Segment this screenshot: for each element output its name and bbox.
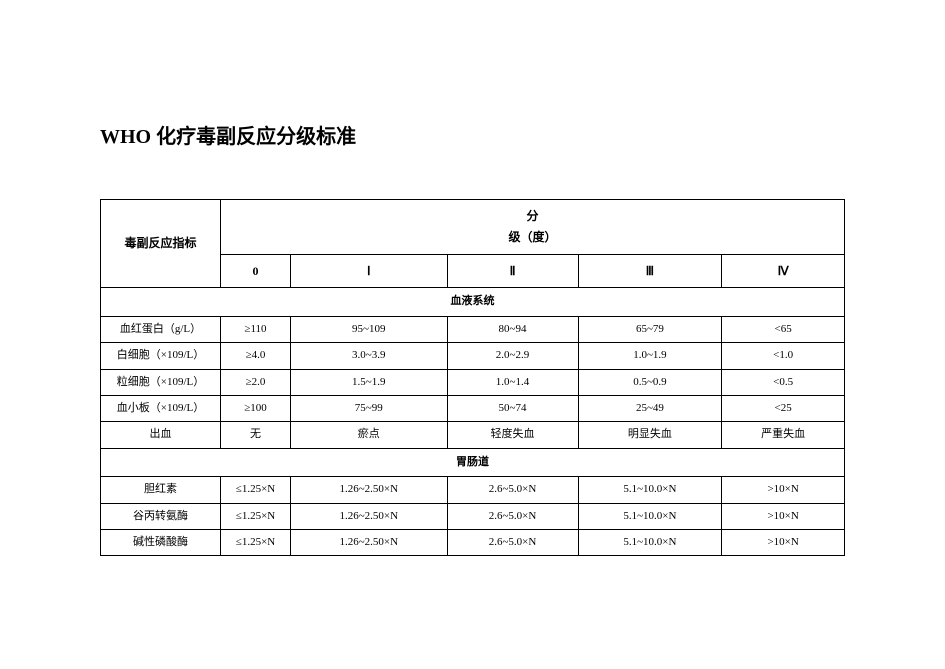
grade-cell: <0.5 xyxy=(722,369,845,395)
grade-cell: <25 xyxy=(722,395,845,421)
grade-cell: ≤1.25×N xyxy=(221,477,291,503)
grade-group-header-line2: 级（度） xyxy=(221,227,845,254)
row-label: 白细胞（×109/L） xyxy=(101,343,221,369)
grading-table: 毒副反应指标 分 级（度） 0 Ⅰ Ⅱ Ⅲ Ⅳ 血液系统血红蛋白（g/L）≥11… xyxy=(100,199,845,556)
table-row: 出血无瘀点轻度失血明显失血严重失血 xyxy=(101,422,845,448)
grade-cell: >10×N xyxy=(722,529,845,555)
row-label: 血小板（×109/L） xyxy=(101,395,221,421)
grade-cell: 2.6~5.0×N xyxy=(447,503,578,529)
grade-4-header: Ⅳ xyxy=(722,254,845,288)
grade-cell: <1.0 xyxy=(722,343,845,369)
grade-cell: 5.1~10.0×N xyxy=(578,503,722,529)
grade-cell: 轻度失血 xyxy=(447,422,578,448)
grade-cell: 0.5~0.9 xyxy=(578,369,722,395)
grade-cell: 2.6~5.0×N xyxy=(447,529,578,555)
row-label: 碱性磷酸酶 xyxy=(101,529,221,555)
grade-3-header: Ⅲ xyxy=(578,254,722,288)
section-header: 胃肠道 xyxy=(101,448,845,476)
table-row: 白细胞（×109/L）≥4.03.0~3.92.0~2.91.0~1.9<1.0 xyxy=(101,343,845,369)
section-header: 血液系统 xyxy=(101,288,845,316)
table-row: 血红蛋白（g/L）≥11095~10980~9465~79<65 xyxy=(101,316,845,342)
grade-cell: 1.26~2.50×N xyxy=(291,529,448,555)
grade-cell: 2.6~5.0×N xyxy=(447,477,578,503)
grade-cell: >10×N xyxy=(722,477,845,503)
grade-cell: ≥2.0 xyxy=(221,369,291,395)
grade-cell: <65 xyxy=(722,316,845,342)
table-row: 碱性磷酸酶≤1.25×N1.26~2.50×N2.6~5.0×N5.1~10.0… xyxy=(101,529,845,555)
grade-cell: ≥100 xyxy=(221,395,291,421)
grade-cell: ≤1.25×N xyxy=(221,503,291,529)
row-label: 胆红素 xyxy=(101,477,221,503)
grade-cell: ≥4.0 xyxy=(221,343,291,369)
grade-cell: 3.0~3.9 xyxy=(291,343,448,369)
table-row: 粒细胞（×109/L）≥2.01.5~1.91.0~1.40.5~0.9<0.5 xyxy=(101,369,845,395)
table-row: 血小板（×109/L）≥10075~9950~7425~49<25 xyxy=(101,395,845,421)
row-label: 谷丙转氨酶 xyxy=(101,503,221,529)
grade-cell: 80~94 xyxy=(447,316,578,342)
grade-cell: >10×N xyxy=(722,503,845,529)
grade-cell: 1.0~1.9 xyxy=(578,343,722,369)
grade-cell: 瘀点 xyxy=(291,422,448,448)
grade-cell: 1.26~2.50×N xyxy=(291,503,448,529)
grade-cell: ≥110 xyxy=(221,316,291,342)
grade-cell: 2.0~2.9 xyxy=(447,343,578,369)
grade-2-header: Ⅱ xyxy=(447,254,578,288)
grade-cell: 25~49 xyxy=(578,395,722,421)
table-body: 血液系统血红蛋白（g/L）≥11095~10980~9465~79<65白细胞（… xyxy=(101,288,845,556)
table-row: 胆红素≤1.25×N1.26~2.50×N2.6~5.0×N5.1~10.0×N… xyxy=(101,477,845,503)
grade-cell: 75~99 xyxy=(291,395,448,421)
grade-cell: 1.26~2.50×N xyxy=(291,477,448,503)
grade-group-header-line1: 分 xyxy=(221,200,845,227)
grade-cell: 严重失血 xyxy=(722,422,845,448)
page-title: WHO 化疗毒副反应分级标准 xyxy=(100,120,845,149)
grade-cell: 50~74 xyxy=(447,395,578,421)
grade-cell: 无 xyxy=(221,422,291,448)
table-row: 谷丙转氨酶≤1.25×N1.26~2.50×N2.6~5.0×N5.1~10.0… xyxy=(101,503,845,529)
grade-cell: 1.0~1.4 xyxy=(447,369,578,395)
grade-cell: 明显失血 xyxy=(578,422,722,448)
grade-cell: 5.1~10.0×N xyxy=(578,477,722,503)
grade-cell: ≤1.25×N xyxy=(221,529,291,555)
indicator-column-header: 毒副反应指标 xyxy=(101,200,221,288)
grade-cell: 1.5~1.9 xyxy=(291,369,448,395)
grade-cell: 5.1~10.0×N xyxy=(578,529,722,555)
row-label: 出血 xyxy=(101,422,221,448)
grade-1-header: Ⅰ xyxy=(291,254,448,288)
grade-0-header: 0 xyxy=(221,254,291,288)
row-label: 血红蛋白（g/L） xyxy=(101,316,221,342)
grade-cell: 65~79 xyxy=(578,316,722,342)
grade-cell: 95~109 xyxy=(291,316,448,342)
row-label: 粒细胞（×109/L） xyxy=(101,369,221,395)
